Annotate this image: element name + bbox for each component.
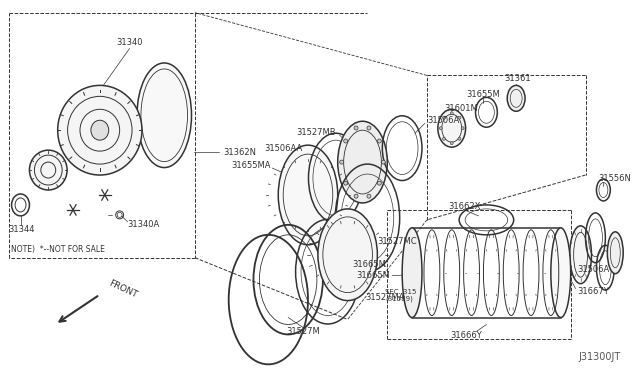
Ellipse shape [442,137,445,140]
Text: FRONT: FRONT [108,279,139,300]
Ellipse shape [338,121,387,203]
Ellipse shape [378,181,381,185]
Ellipse shape [278,145,338,245]
Text: 31655MA: 31655MA [231,161,270,170]
Text: 31506A: 31506A [578,265,610,274]
Text: 31527MB: 31527MB [296,128,336,137]
Ellipse shape [458,116,461,119]
Text: 31601M: 31601M [445,104,479,113]
Ellipse shape [29,150,67,190]
Text: 31340A: 31340A [127,220,160,230]
Text: 31506AA: 31506AA [265,144,303,153]
Ellipse shape [91,120,109,140]
Text: 31665M: 31665M [356,271,390,280]
Ellipse shape [439,127,442,130]
Ellipse shape [402,228,422,318]
Text: 31527MC: 31527MC [378,237,417,246]
Ellipse shape [367,126,371,130]
Ellipse shape [551,228,571,318]
Ellipse shape [442,116,445,119]
Text: 31655M: 31655M [467,90,500,99]
Ellipse shape [607,232,623,274]
Ellipse shape [438,109,465,147]
Ellipse shape [340,160,344,164]
Ellipse shape [354,194,358,198]
Ellipse shape [354,126,358,130]
Ellipse shape [367,194,371,198]
Text: 31340: 31340 [116,38,143,47]
Ellipse shape [318,209,378,301]
Ellipse shape [570,226,591,283]
Text: 31344: 31344 [8,225,35,234]
Ellipse shape [381,160,385,164]
Ellipse shape [58,86,142,175]
Text: 31556N: 31556N [598,173,631,183]
Ellipse shape [458,137,461,140]
Text: 31362N: 31362N [224,148,257,157]
Text: 31667Y: 31667Y [578,287,609,296]
Ellipse shape [137,63,191,167]
Text: 31506A: 31506A [427,116,459,125]
Text: 31361: 31361 [504,74,531,83]
Ellipse shape [344,139,348,143]
Ellipse shape [450,112,453,115]
Text: SEC. 315
(31589): SEC. 315 (31589) [385,289,417,302]
Ellipse shape [344,181,348,185]
Ellipse shape [508,86,525,111]
Text: 31527MA: 31527MA [365,293,405,302]
Text: 31527M: 31527M [286,327,320,336]
Ellipse shape [378,139,381,143]
Text: 31666Y: 31666Y [451,331,483,340]
Text: J31300JT: J31300JT [578,352,620,362]
Text: NOTE)  *--NOT FOR SALE: NOTE) *--NOT FOR SALE [11,245,104,254]
Ellipse shape [461,127,464,130]
Text: 31662X: 31662X [449,202,481,211]
Text: 31665M: 31665M [353,260,387,269]
Ellipse shape [450,142,453,145]
